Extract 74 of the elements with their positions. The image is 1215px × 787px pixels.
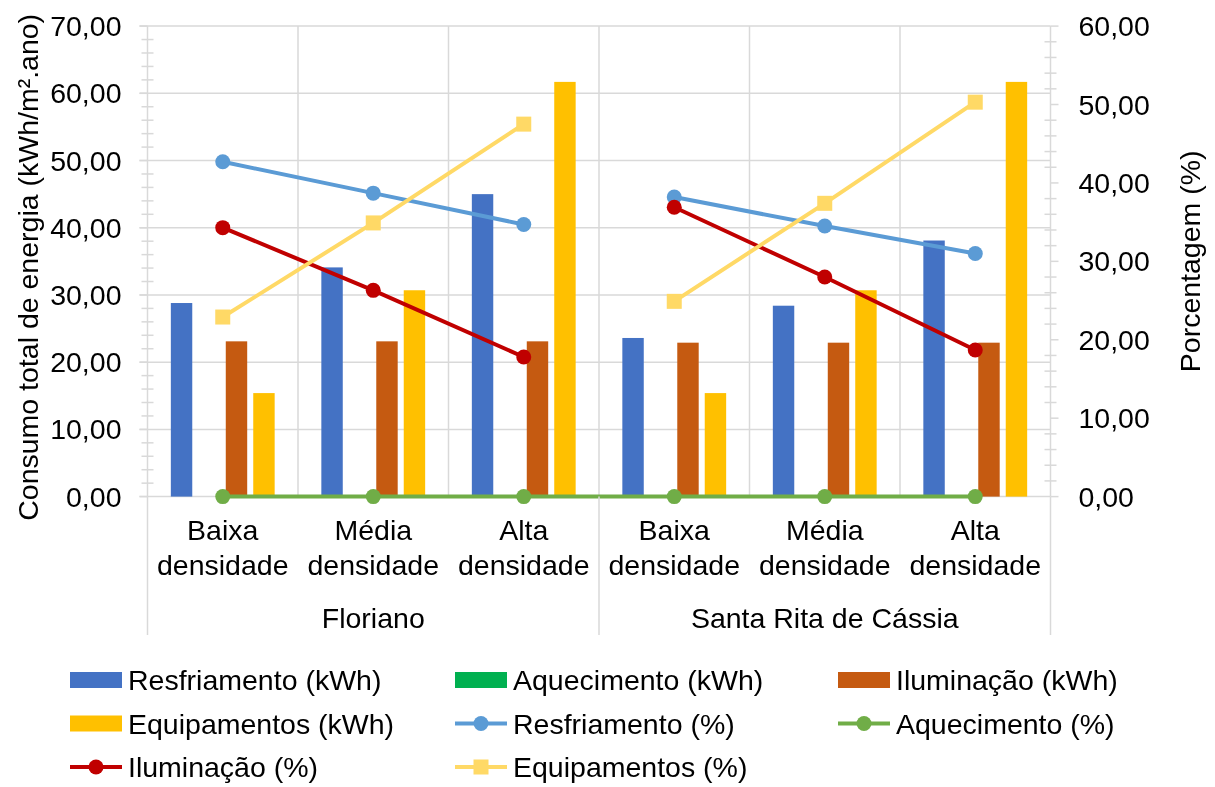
y2-tick-label: 20,00 xyxy=(1078,323,1150,356)
y2-tick-label: 10,00 xyxy=(1078,402,1150,435)
point xyxy=(817,218,833,234)
point xyxy=(365,215,381,231)
x-tick-label: Alta densidade xyxy=(909,514,1042,581)
x-tick-label: Média densidade xyxy=(307,514,440,581)
bar xyxy=(772,305,795,497)
text: Santa Rita de Cássia xyxy=(690,602,959,634)
point xyxy=(817,269,833,285)
bar xyxy=(170,303,193,497)
point xyxy=(215,309,231,325)
bar xyxy=(622,337,644,497)
point xyxy=(967,489,983,505)
x-tick-label: Baixa densidade xyxy=(156,514,289,581)
bar xyxy=(677,342,699,497)
bar xyxy=(855,290,877,497)
bar xyxy=(526,341,549,497)
y-tick-label: 40,00 xyxy=(50,211,122,244)
y-tick-label: 60,00 xyxy=(50,77,122,110)
y2-tick-label: 60,00 xyxy=(1078,10,1150,43)
y2-tick-label: 0,00 xyxy=(1078,480,1134,513)
x-tick-label: Baixa densidade xyxy=(608,514,741,581)
point xyxy=(817,195,833,211)
y-axis-title: Consumo total de energia (kWh/m².ano) xyxy=(12,13,44,521)
bar xyxy=(471,194,494,497)
y2-axis-title: Porcentagem (%) xyxy=(1174,150,1206,373)
y2-tick-label: 50,00 xyxy=(1078,88,1150,121)
bar xyxy=(704,393,727,497)
y-tick-label: 0,00 xyxy=(66,480,122,513)
point xyxy=(666,293,682,309)
point xyxy=(666,199,682,215)
point xyxy=(516,349,532,365)
point xyxy=(365,282,381,298)
bar xyxy=(253,393,275,497)
bar xyxy=(225,341,248,497)
point xyxy=(215,489,231,505)
legend-label: Aquecimento (kWh) xyxy=(513,664,764,696)
text: Floriano xyxy=(321,602,425,634)
y-tick-label: 20,00 xyxy=(50,346,122,379)
legend-label: Equipamentos (kWh) xyxy=(128,707,395,740)
bar xyxy=(376,341,398,497)
bar xyxy=(827,342,850,497)
y-tick-label: 70,00 xyxy=(50,10,122,43)
point xyxy=(817,489,833,505)
point xyxy=(967,342,983,358)
y-tick-label: 50,00 xyxy=(50,144,122,177)
point xyxy=(365,185,381,201)
bar xyxy=(1005,81,1028,497)
bar xyxy=(321,267,343,497)
bar xyxy=(923,240,945,497)
point xyxy=(967,94,983,110)
bar xyxy=(978,342,1000,497)
legend-label: Equipamentos (%) xyxy=(513,751,748,783)
y-tick-label: 30,00 xyxy=(50,278,122,311)
legend-label: Iluminação (%) xyxy=(128,751,319,783)
point xyxy=(215,154,231,170)
legend-label: Resfriamento (kWh) xyxy=(128,664,382,696)
y2-tick-label: 30,00 xyxy=(1078,245,1150,278)
x-tick-label: Alta densidade xyxy=(457,514,590,581)
point xyxy=(516,489,532,505)
y2-tick-label: 40,00 xyxy=(1078,166,1150,199)
bar xyxy=(403,290,426,497)
point xyxy=(516,116,532,132)
legend-label: Iluminação (kWh) xyxy=(896,664,1118,696)
x-tick-label: Média densidade xyxy=(758,514,891,581)
legend-label: Resfriamento (%) xyxy=(513,707,735,740)
point xyxy=(666,489,682,505)
point xyxy=(215,220,231,236)
legend-label: Aquecimento (%) xyxy=(896,707,1115,740)
point xyxy=(516,216,532,232)
point xyxy=(967,246,983,262)
bar xyxy=(554,81,576,497)
point xyxy=(365,489,381,505)
y-tick-label: 10,00 xyxy=(50,413,122,446)
